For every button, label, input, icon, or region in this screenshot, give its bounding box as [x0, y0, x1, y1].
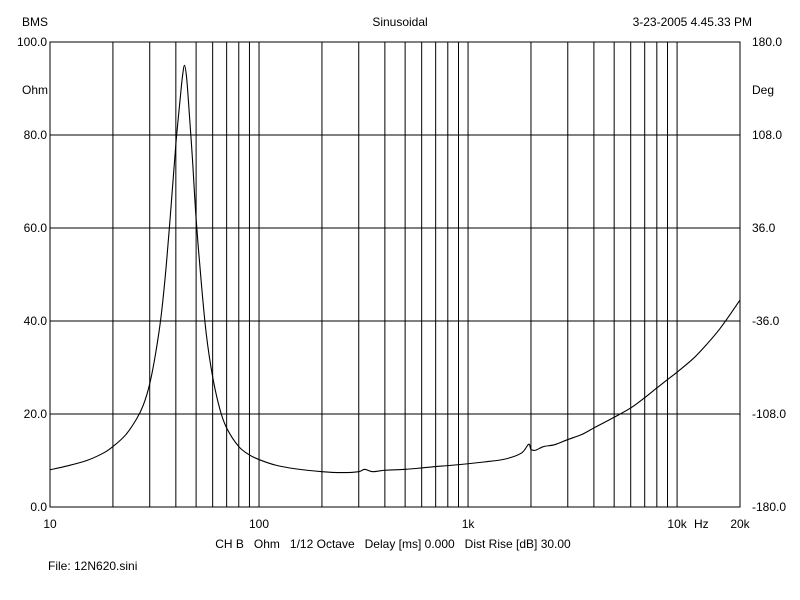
right-tick-label: 180.0: [752, 35, 782, 49]
series-layer: [49, 64, 741, 474]
left-tick-label: 20.0: [24, 407, 48, 421]
x-tick-label: 1k: [462, 517, 476, 531]
left-tick-label: 40.0: [24, 314, 48, 328]
right-tick-label: 36.0: [752, 221, 776, 235]
impedance-curve: [49, 64, 741, 474]
header-right: 3-23-2005 4.45.33 PM: [633, 15, 752, 29]
x-axis-unit: Hz: [694, 517, 709, 531]
measurement-settings: CH B Ohm 1/12 Octave Delay [ms] 0.000 Di…: [215, 537, 571, 551]
header-left: BMS: [22, 15, 48, 29]
x-tick-label: 100: [249, 517, 269, 531]
left-tick-label: 0.0: [30, 500, 47, 514]
left-tick-label: 80.0: [24, 128, 48, 142]
file-name: File: 12N620.sini: [48, 559, 137, 573]
plot-frame: [49, 41, 741, 508]
left-axis-unit: Ohm: [22, 83, 48, 97]
x-tick-label: 10k: [667, 517, 687, 531]
x-axis-ticks: 10 100 1k 10k 20k: [43, 517, 750, 531]
right-axis-unit: Deg: [752, 83, 774, 97]
left-axis-ticks: 0.0 20.0 40.0 60.0 80.0 100.0: [17, 35, 47, 514]
right-tick-label: 108.0: [752, 128, 782, 142]
right-axis-ticks: -180.0 -108.0 -36.0 36.0 108.0 180.0: [752, 35, 786, 514]
right-tick-label: -108.0: [752, 407, 786, 421]
right-tick-label: -180.0: [752, 500, 786, 514]
left-tick-label: 100.0: [17, 35, 47, 49]
left-tick-label: 60.0: [24, 221, 48, 235]
vertical-grid: [112, 42, 678, 507]
header-center: Sinusoidal: [372, 15, 427, 29]
horizontal-grid: [50, 134, 740, 415]
x-tick-label: 10: [43, 517, 57, 531]
x-tick-label: 20k: [730, 517, 750, 531]
right-tick-label: -36.0: [752, 314, 780, 328]
